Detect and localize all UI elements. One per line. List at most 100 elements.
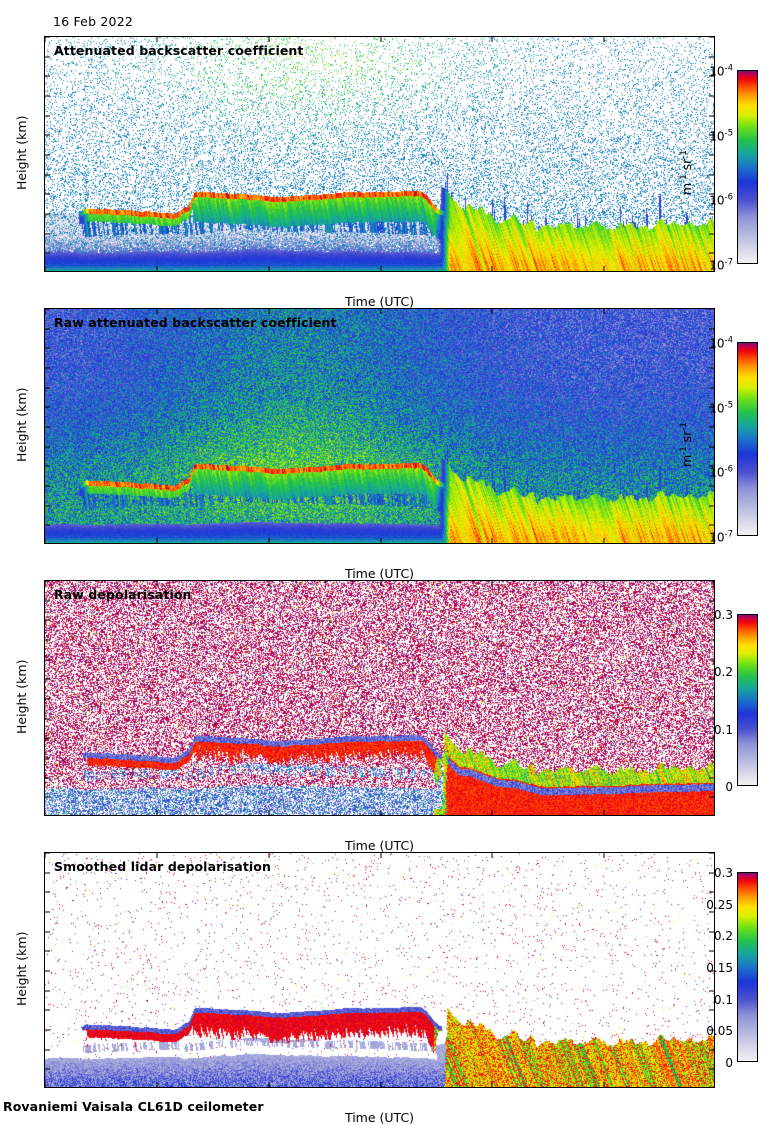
colorbar-tick-label: 0.2 [713, 929, 733, 944]
y-tick-mark [709, 639, 714, 641]
y-tick-mark [709, 950, 714, 952]
x-tick-mark [268, 581, 270, 586]
panel-raw-depolarisation: Raw depolarisation012345678910111200:000… [0, 580, 780, 853]
x-tick-mark [603, 810, 605, 815]
heatmap-smoothed-lidar-depolarisation [45, 853, 714, 1087]
panel-attenuated-backscatter: Attenuated backscatter coefficient012345… [0, 36, 780, 309]
x-tick-mark [380, 538, 381, 543]
colorbar-tick-label: 10-6 [709, 464, 733, 480]
colorbar-gradient [738, 71, 757, 263]
y-tick-mark [45, 619, 50, 621]
y-tick-mark [45, 891, 50, 893]
x-axis-label: Time (UTC) [344, 566, 415, 581]
x-tick-mark [268, 266, 270, 271]
x-tick-mark [268, 1082, 270, 1087]
y-tick-mark [45, 465, 50, 467]
x-tick-mark [156, 1082, 158, 1087]
y-tick-mark [45, 990, 50, 992]
colorbar-tick-label: 10-7 [709, 529, 733, 545]
panel-raw-attenuated-backscatter: Raw attenuated backscatter coefficient01… [0, 308, 780, 581]
colorbar-smoothed-lidar-depolarisation: 0.3 0.25 0.2 0.15 0.1 0.05 0 [706, 867, 758, 1069]
x-tick-mark [156, 37, 158, 42]
x-tick-mark [603, 538, 605, 543]
y-tick-mark [45, 1029, 50, 1031]
panel-title-smoothed-lidar-depolarisation: Smoothed lidar depolarisation [54, 859, 271, 874]
colorbar-tick-label: 10-5 [709, 128, 733, 144]
x-tick-mark [45, 1082, 46, 1087]
y-tick-mark [709, 328, 714, 330]
x-axis-label: Time (UTC) [344, 1110, 415, 1125]
plot-area-smoothed-lidar-depolarisation: Smoothed lidar depolarisation01234567891… [44, 852, 715, 1088]
x-tick-mark [491, 37, 493, 42]
y-tick-mark [45, 872, 50, 874]
y-tick-mark [45, 426, 50, 428]
plot-area-raw-attenuated-backscatter: Raw attenuated backscatter coefficient01… [44, 308, 715, 544]
y-tick-mark [709, 737, 714, 739]
x-tick-mark [45, 309, 46, 314]
y-tick-mark [45, 639, 50, 641]
x-tick-mark [380, 37, 381, 42]
y-tick-mark [709, 678, 714, 680]
colorbar-tick-label: 0.05 [706, 1024, 733, 1039]
y-tick-mark [45, 777, 50, 779]
y-tick-mark [709, 524, 714, 526]
y-tick-mark [45, 446, 50, 448]
y-tick-mark [709, 252, 714, 254]
y-tick-mark [709, 347, 714, 349]
colorbar-unit-label: m-1 sr-1 [679, 422, 695, 467]
y-tick-mark [45, 853, 50, 854]
y-tick-mark [709, 911, 714, 913]
colorbar-raw-attenuated-backscatter: 10-4 10-5 10-6 10-7 [709, 336, 758, 544]
y-tick-mark [45, 581, 50, 582]
y-tick-mark [709, 990, 714, 992]
y-tick-mark [709, 309, 714, 310]
colorbar-tick-label: 0.25 [706, 897, 733, 912]
y-tick-mark [709, 37, 714, 38]
y-tick-mark [709, 931, 714, 933]
y-tick-mark [709, 757, 714, 759]
y-tick-mark [45, 678, 50, 680]
y-tick-mark [709, 134, 714, 136]
y-tick-mark [709, 193, 714, 195]
y-tick-mark [709, 406, 714, 408]
y-tick-mark [709, 465, 714, 467]
y-axis-label: Height (km) [14, 115, 29, 190]
y-tick-mark [45, 796, 50, 798]
colorbar-tick-label: 0.3 [713, 608, 733, 622]
y-tick-mark [45, 347, 50, 349]
x-tick-mark [491, 581, 493, 586]
x-tick-mark [603, 266, 605, 271]
y-tick-mark [709, 581, 714, 582]
y-tick-mark [45, 233, 50, 235]
y-tick-mark [45, 698, 50, 700]
y-tick-mark [45, 154, 50, 156]
x-tick-mark [268, 309, 270, 314]
x-tick-mark [380, 309, 381, 314]
y-tick-mark [45, 524, 50, 526]
y-tick-mark [709, 600, 714, 602]
colorbar-tick-label: 0.3 [713, 866, 733, 880]
y-tick-mark [709, 75, 714, 77]
y-tick-mark [45, 75, 50, 77]
y-tick-mark [45, 485, 50, 487]
x-tick-mark [45, 37, 46, 42]
x-tick-mark [491, 810, 493, 815]
x-tick-mark [45, 853, 46, 858]
date-label: 16 Feb 2022 [53, 14, 133, 29]
y-tick-mark [45, 328, 50, 330]
x-tick-mark [491, 538, 493, 543]
y-tick-mark [45, 970, 50, 972]
x-tick-mark [268, 538, 270, 543]
y-tick-mark [45, 1068, 50, 1070]
colorbar-attenuated-backscatter: 10-4 10-5 10-6 10-7 [709, 64, 758, 272]
y-tick-mark [709, 872, 714, 874]
y-tick-mark [709, 659, 714, 661]
y-tick-mark [45, 309, 50, 310]
x-tick-mark [45, 538, 46, 543]
x-tick-mark [603, 581, 605, 586]
plot-area-attenuated-backscatter: Attenuated backscatter coefficient012345… [44, 36, 715, 272]
y-tick-mark [709, 891, 714, 893]
y-tick-mark [709, 1049, 714, 1051]
x-tick-mark [491, 853, 493, 858]
x-tick-mark [380, 853, 381, 858]
